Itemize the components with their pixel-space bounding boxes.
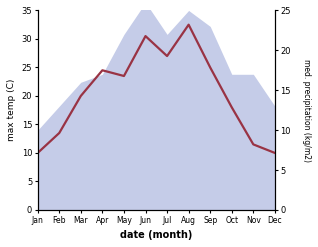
Y-axis label: max temp (C): max temp (C) (7, 79, 16, 141)
Y-axis label: med. precipitation (kg/m2): med. precipitation (kg/m2) (302, 59, 311, 162)
X-axis label: date (month): date (month) (120, 230, 192, 240)
